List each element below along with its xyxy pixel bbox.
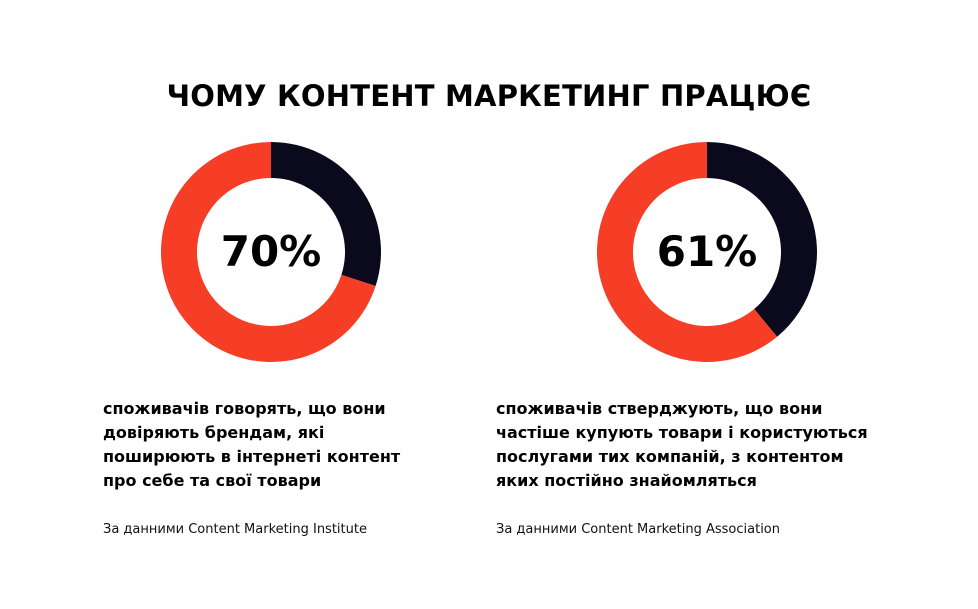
description-line: яких постійно знайомляться	[496, 471, 757, 490]
donut-segment-dark	[707, 142, 817, 337]
donut-segment-accent	[161, 142, 376, 362]
description-line: споживачів говорять, що вони	[103, 399, 386, 418]
stat-description: споживачів говорять, що вони довіряють б…	[103, 397, 400, 493]
stat-description: споживачів стверджують, що вони частіше …	[496, 397, 868, 493]
description-line: частіше купують товари і користуються	[496, 423, 868, 442]
donut-value-label: 70%	[220, 227, 322, 276]
donut-value-label: 61%	[656, 227, 758, 276]
source-note: За данними Content Marketing Institute	[103, 522, 367, 537]
description-line: споживачів стверджують, що вони	[496, 399, 823, 418]
donut-chart-2-svg	[597, 142, 817, 362]
donut-segment-dark	[271, 142, 381, 286]
description-line: поширюють в інтернеті контент	[103, 447, 401, 466]
donut-chart-1-svg	[161, 142, 381, 362]
donut-segment-accent	[597, 142, 778, 362]
donut-chart-1: 70%	[161, 142, 381, 362]
donut-chart-2: 61%	[597, 142, 817, 362]
description-line: довіряють брендам, які	[103, 423, 325, 442]
page-title: ЧОМУ КОНТЕНТ МАРКЕТИНГ ПРАЦЮЄ	[166, 79, 812, 113]
description-line: про себе та свої товари	[103, 471, 322, 490]
description-line: послугами тих компаній, з контентом	[496, 447, 844, 466]
source-note: За данними Content Marketing Association	[496, 522, 781, 537]
